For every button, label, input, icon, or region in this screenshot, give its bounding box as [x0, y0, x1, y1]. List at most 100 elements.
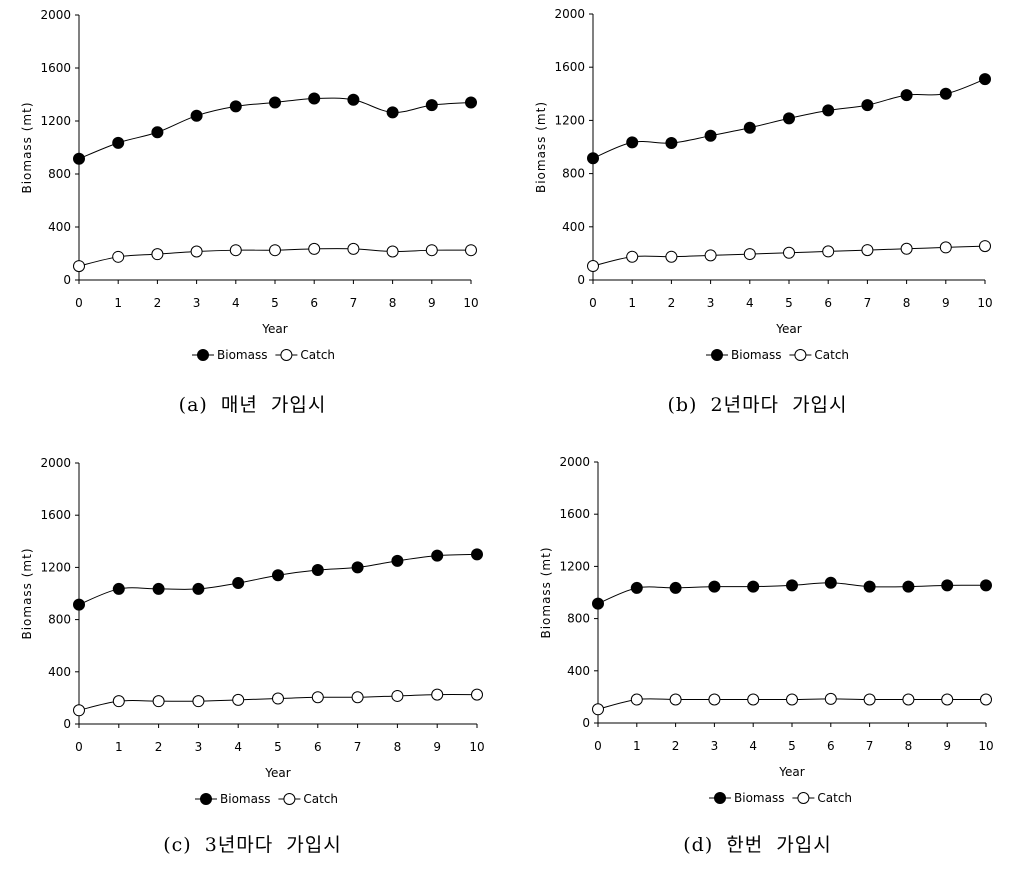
legend-label-biomass: Biomass — [731, 348, 781, 362]
data-point-biomass — [465, 96, 477, 109]
data-point-catch — [902, 693, 915, 706]
data-point-catch — [743, 248, 756, 261]
legend-marker-biomass — [200, 793, 212, 805]
x-tick-label: 10 — [463, 296, 478, 310]
data-point-biomass — [630, 581, 643, 594]
x-tick-label: 6 — [827, 739, 835, 753]
chart-panel-b: 0 400 800 1200 1600 2000 0 1 2 3 4 5 6 7 8 9 10 Year Bioma… — [505, 0, 1010, 434]
data-point-catch — [73, 260, 85, 273]
legend-label-catch: Catch — [814, 348, 849, 362]
data-point-biomass — [980, 579, 992, 592]
data-point-biomass — [73, 598, 85, 611]
x-tick-label: 3 — [195, 740, 203, 754]
data-point-catch — [73, 704, 85, 717]
data-point-catch — [587, 260, 599, 273]
legend-marker-catch — [283, 793, 296, 805]
data-point-biomass — [592, 597, 604, 610]
data-point-biomass — [669, 581, 682, 594]
data-point-catch — [471, 688, 483, 701]
x-tick-label: 10 — [977, 296, 992, 310]
legend-marker-biomass — [711, 349, 723, 361]
data-point-catch — [979, 240, 991, 253]
data-point-biomass — [941, 579, 954, 592]
x-tick-label: 5 — [788, 739, 796, 753]
x-axis-label: Year — [261, 322, 287, 336]
x-tick-label: 4 — [749, 739, 757, 753]
y-tick-label: 1600 — [554, 60, 585, 74]
data-point-catch — [669, 693, 682, 706]
y-tick-label: 1200 — [554, 113, 585, 127]
data-point-biomass — [900, 89, 913, 102]
data-point-catch — [112, 250, 125, 263]
x-tick-label: 8 — [394, 740, 402, 754]
y-tick-label: 0 — [582, 716, 590, 730]
y-tick-label: 800 — [48, 167, 71, 181]
y-tick-label: 800 — [562, 167, 585, 181]
data-point-catch — [152, 695, 165, 708]
data-point-catch — [822, 245, 835, 258]
data-point-biomass — [308, 92, 321, 105]
y-tick-label: 1600 — [40, 508, 71, 522]
x-tick-label: 4 — [234, 740, 242, 754]
y-tick-label: 400 — [567, 664, 590, 678]
x-tick-label: 3 — [193, 296, 201, 310]
data-point-biomass — [229, 100, 242, 113]
legend-label-biomass: Biomass — [217, 348, 267, 362]
legend-label-biomass: Biomass — [734, 791, 784, 805]
data-point-catch — [272, 692, 284, 705]
y-tick-label: 400 — [48, 665, 71, 679]
data-point-catch — [626, 250, 639, 263]
x-tick-label: 8 — [389, 296, 397, 310]
x-tick-label: 0 — [75, 740, 83, 754]
data-point-biomass — [192, 582, 205, 595]
data-point-catch — [708, 693, 721, 706]
data-point-biomass — [587, 152, 599, 165]
y-axis-label: Biomass (mt) — [20, 101, 34, 193]
data-point-biomass — [391, 554, 404, 567]
x-tick-label: 0 — [594, 739, 602, 753]
data-point-catch — [704, 249, 717, 262]
data-point-biomass — [112, 582, 125, 595]
y-tick-label: 0 — [63, 273, 71, 287]
x-tick-label: 3 — [711, 739, 719, 753]
legend-marker-biomass — [714, 792, 726, 804]
data-point-biomass — [824, 576, 837, 589]
legend-marker-catch — [280, 349, 293, 361]
x-tick-label: 10 — [978, 739, 993, 753]
x-tick-label: 2 — [155, 740, 163, 754]
x-tick-label: 10 — [469, 740, 484, 754]
y-axis-label: Biomass (mt) — [539, 546, 553, 638]
x-tick-label: 4 — [746, 296, 754, 310]
data-point-catch — [347, 242, 360, 255]
data-point-catch — [351, 691, 364, 704]
data-point-catch — [665, 250, 678, 263]
x-tick-label: 6 — [314, 740, 322, 754]
x-tick-label: 7 — [350, 296, 358, 310]
y-tick-label: 1200 — [40, 560, 71, 574]
data-point-catch — [465, 244, 477, 257]
data-point-catch — [192, 695, 205, 708]
data-point-catch — [425, 244, 438, 257]
x-axis-label: Year — [778, 765, 804, 779]
data-point-biomass — [425, 99, 438, 112]
x-tick-label: 2 — [672, 739, 680, 753]
data-point-catch — [630, 693, 643, 706]
legend-label-catch: Catch — [300, 348, 335, 362]
data-point-catch — [824, 692, 837, 705]
data-point-biomass — [863, 580, 876, 593]
data-point-catch — [229, 244, 242, 257]
data-point-catch — [863, 693, 876, 706]
data-point-biomass — [152, 582, 165, 595]
x-tick-label: 7 — [864, 296, 872, 310]
chart-caption-a: (a) 매년 가입시 — [178, 394, 327, 416]
data-point-catch — [391, 689, 404, 702]
data-point-biomass — [708, 580, 721, 593]
y-axis-label: Biomass (mt) — [534, 101, 548, 193]
x-tick-label: 5 — [785, 296, 793, 310]
y-tick-label: 800 — [48, 613, 71, 627]
data-point-biomass — [704, 129, 717, 142]
data-point-catch — [386, 245, 399, 258]
data-point-biomass — [747, 580, 760, 593]
data-point-catch — [900, 242, 913, 255]
data-point-catch — [308, 242, 321, 255]
